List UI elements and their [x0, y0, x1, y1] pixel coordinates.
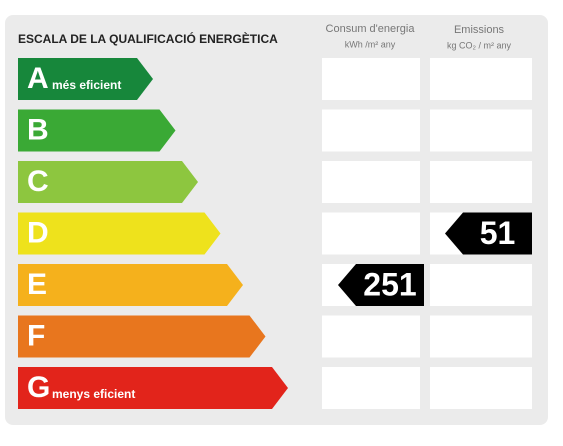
energy-cell — [322, 58, 420, 100]
rating-arrow — [18, 212, 221, 255]
emissions-cell — [430, 367, 532, 409]
energy-cell — [322, 367, 420, 409]
energy-unit: kWh /m² any — [345, 39, 396, 49]
emissions-unit: kg CO₂ / m² any — [447, 40, 512, 50]
rating-letter: E — [27, 268, 47, 301]
rating-arrow — [18, 58, 153, 100]
rating-note: menys eficient — [52, 387, 135, 401]
emissions-cell — [430, 161, 532, 203]
emissions-indicator — [445, 212, 532, 255]
rating-arrow — [18, 264, 243, 306]
emissions-value: 51 — [480, 215, 516, 251]
rating-letter: A — [27, 62, 49, 95]
emissions-cell — [430, 58, 532, 100]
energy-cell — [322, 109, 420, 152]
emissions-cell — [430, 109, 532, 152]
emissions-cell — [430, 315, 532, 358]
rating-letter: B — [27, 113, 49, 146]
rating-letter: F — [27, 319, 45, 352]
rating-arrow — [18, 367, 288, 409]
rating-arrow — [18, 315, 266, 358]
rating-letter: G — [27, 371, 50, 404]
emissions-title: Emissions — [454, 24, 505, 36]
energy-value: 251 — [363, 266, 416, 302]
energy-cell — [322, 161, 420, 203]
energy-cell — [322, 315, 420, 358]
rating-arrow — [18, 161, 198, 203]
emissions-cell — [430, 264, 532, 306]
energy-cell — [322, 212, 420, 255]
rating-letter: D — [27, 216, 49, 249]
energy-indicator — [338, 264, 424, 306]
rating-letter: C — [27, 165, 49, 198]
rating-arrow — [18, 109, 176, 152]
title: ESCALA DE LA QUALIFICACIÓ ENERGÈTICA — [18, 31, 278, 46]
energy-title: Consum d'energia — [326, 23, 416, 35]
rating-note: més eficient — [52, 78, 121, 92]
